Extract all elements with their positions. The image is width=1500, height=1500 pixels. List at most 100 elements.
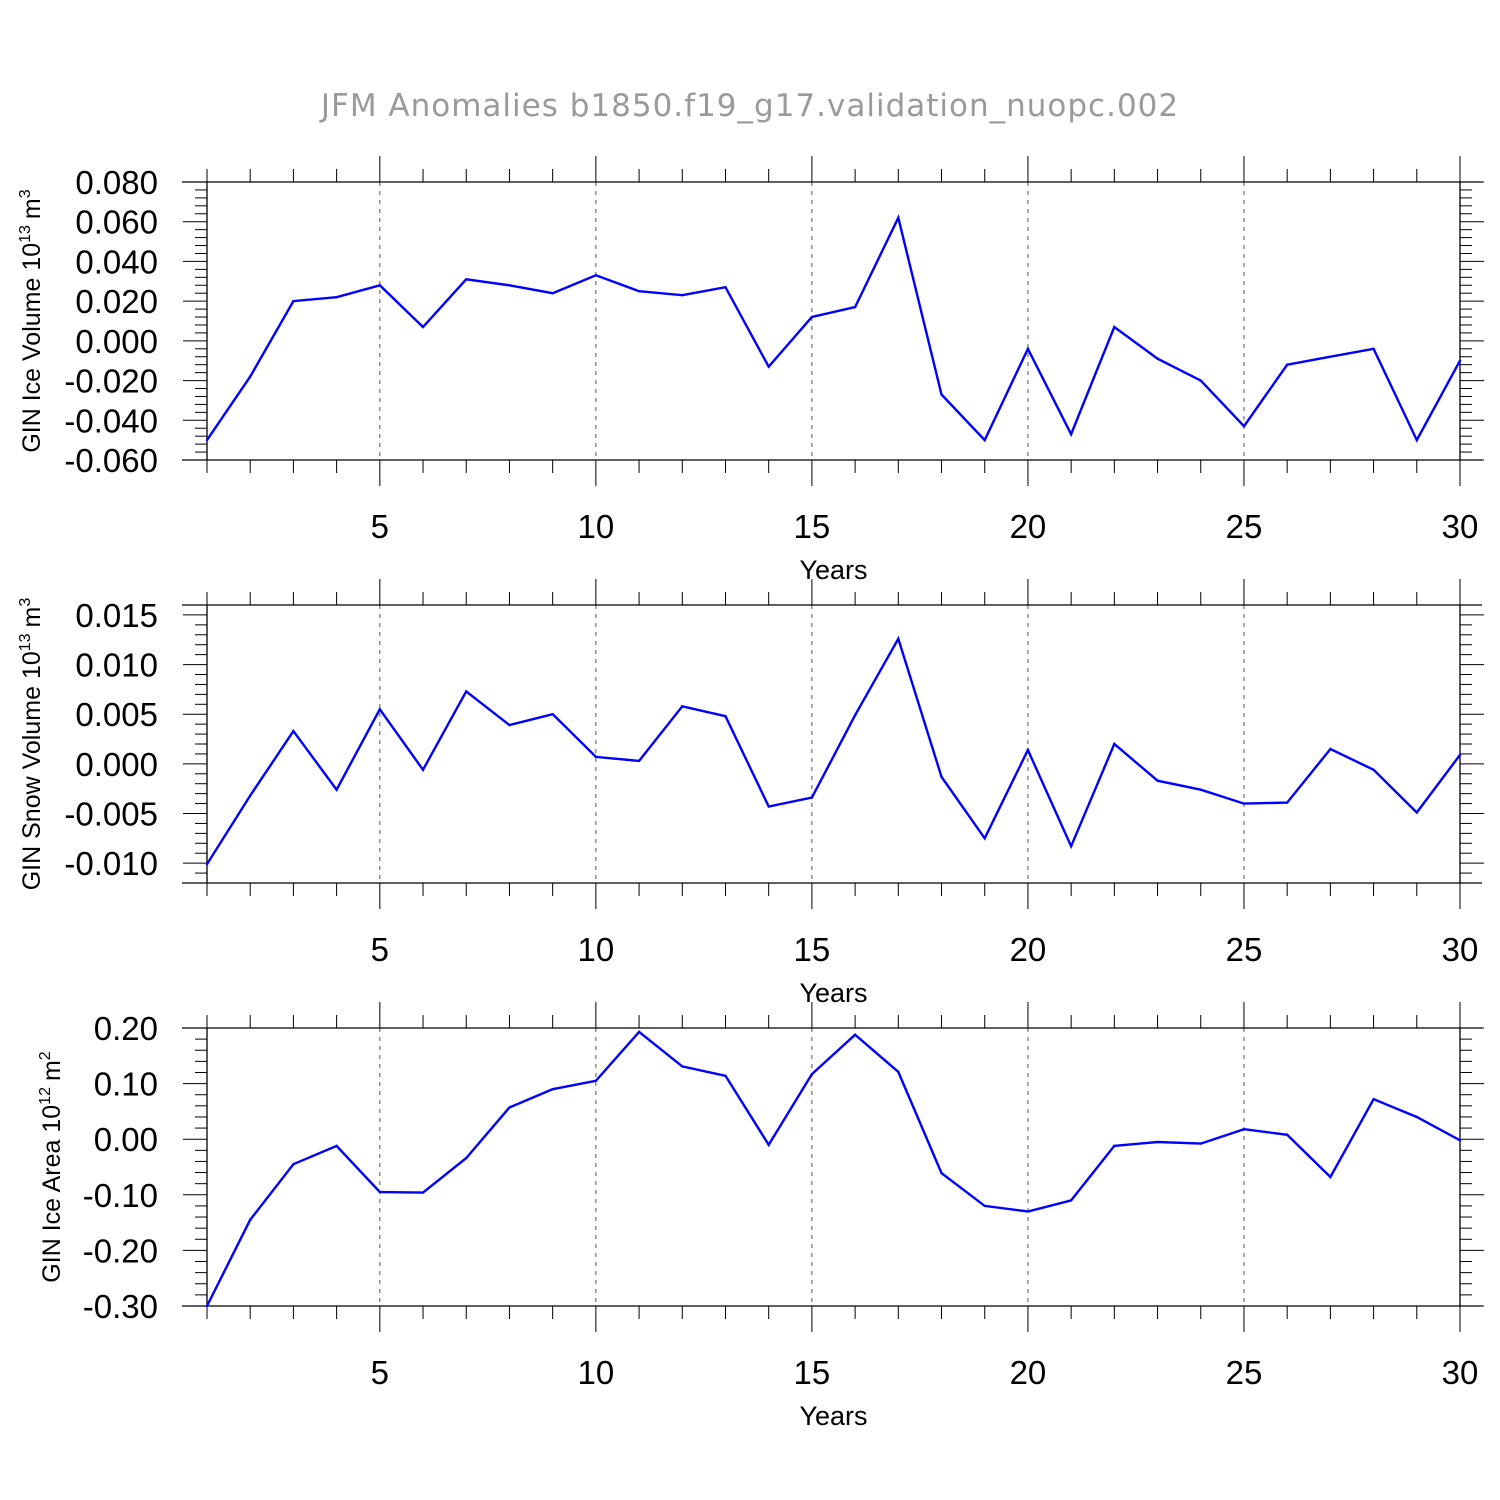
y-axis-title-unit-exponent: 2 bbox=[37, 1051, 54, 1060]
y-axis-title-exponent: 13 bbox=[17, 633, 34, 651]
data-point bbox=[465, 278, 468, 281]
data-point bbox=[465, 690, 468, 693]
data-point bbox=[594, 1079, 598, 1083]
y-tick-label: -0.20 bbox=[83, 1232, 158, 1269]
data-point bbox=[508, 1106, 511, 1109]
data-point bbox=[637, 290, 641, 293]
data-point bbox=[1026, 347, 1030, 350]
data-point bbox=[1372, 347, 1375, 350]
series-line bbox=[206, 214, 1462, 443]
data-point bbox=[594, 274, 598, 277]
y-tick-label: 0.020 bbox=[75, 283, 158, 320]
data-point bbox=[292, 1163, 295, 1166]
data-point bbox=[1415, 438, 1418, 442]
y-axis-title: GIN Ice Area 1012 m2 bbox=[37, 1051, 66, 1283]
data-point bbox=[1415, 1115, 1418, 1119]
x-tick-label: 20 bbox=[1010, 1354, 1047, 1391]
data-point bbox=[1113, 325, 1116, 329]
y-axis-title: GIN Ice Volume 1013 m3 bbox=[17, 189, 46, 452]
data-point bbox=[1026, 1210, 1030, 1213]
y-tick-label: 0.010 bbox=[75, 647, 158, 684]
data-point bbox=[897, 1070, 900, 1074]
data-point bbox=[1242, 425, 1246, 428]
data-point bbox=[335, 1144, 338, 1148]
x-axis-title: Years bbox=[799, 1401, 867, 1431]
data-point bbox=[853, 714, 857, 717]
data-point bbox=[1113, 1144, 1116, 1148]
data-point bbox=[1069, 432, 1073, 436]
x-tick-label: 5 bbox=[371, 508, 389, 545]
data-point bbox=[1199, 379, 1202, 382]
y-axis-title-exponent: 13 bbox=[17, 225, 34, 243]
data-point bbox=[1156, 357, 1159, 360]
data-point bbox=[897, 637, 900, 640]
data-point bbox=[681, 293, 684, 297]
x-tick-label: 20 bbox=[1010, 508, 1047, 545]
y-tick-label: 0.000 bbox=[75, 746, 158, 783]
series-line bbox=[205, 1030, 1461, 1307]
data-point bbox=[983, 438, 986, 442]
data-point bbox=[1458, 1139, 1462, 1142]
data-point bbox=[767, 805, 770, 808]
data-point bbox=[551, 1087, 554, 1091]
data-point bbox=[421, 325, 425, 329]
y-tick-label: -0.060 bbox=[64, 442, 158, 479]
data-point bbox=[767, 365, 770, 368]
data-point bbox=[983, 1204, 986, 1208]
y-tick-label: 0.10 bbox=[94, 1066, 158, 1103]
x-tick-label: 30 bbox=[1442, 508, 1479, 545]
x-tick-label: 15 bbox=[794, 508, 831, 545]
data-point bbox=[1242, 1127, 1246, 1131]
x-tick-label: 15 bbox=[794, 931, 831, 968]
x-axis-title: Years bbox=[799, 978, 867, 1008]
data-point bbox=[1458, 359, 1462, 362]
data-point bbox=[378, 1190, 382, 1194]
data-point bbox=[940, 393, 943, 396]
data-point bbox=[1156, 779, 1159, 782]
x-tick-label: 30 bbox=[1442, 931, 1479, 968]
data-point bbox=[1242, 802, 1246, 805]
data-point bbox=[1285, 801, 1289, 804]
data-point bbox=[1372, 768, 1375, 772]
data-point bbox=[249, 794, 252, 797]
x-tick-label: 20 bbox=[1010, 931, 1047, 968]
x-tick-label: 25 bbox=[1226, 508, 1263, 545]
data-point bbox=[551, 713, 554, 716]
data-point bbox=[1199, 1142, 1202, 1145]
y-axis-title-unit: m bbox=[38, 1060, 66, 1081]
x-tick-label: 5 bbox=[371, 1354, 389, 1391]
data-point bbox=[551, 292, 554, 295]
y-tick-label: -0.020 bbox=[64, 363, 158, 400]
data-point bbox=[421, 768, 425, 772]
y-axis-title-text: GIN Snow Volume 10 bbox=[18, 651, 46, 890]
data-point bbox=[1285, 363, 1289, 366]
y-tick-label: 0.040 bbox=[75, 243, 158, 280]
x-axis-title: Years bbox=[799, 555, 867, 585]
y-tick-label: 0.005 bbox=[75, 696, 158, 733]
y-tick-label: -0.30 bbox=[83, 1288, 158, 1325]
y-tick-label: 0.00 bbox=[94, 1121, 158, 1158]
y-tick-label: 0.080 bbox=[75, 164, 158, 201]
data-point bbox=[335, 295, 338, 299]
x-tick-label: 10 bbox=[578, 1354, 615, 1391]
data-point bbox=[465, 1156, 468, 1160]
data-point bbox=[853, 305, 857, 309]
x-tick-label: 25 bbox=[1226, 1354, 1263, 1391]
x-tick-label: 10 bbox=[578, 931, 615, 968]
y-tick-label: 0.000 bbox=[75, 323, 158, 360]
data-point bbox=[637, 759, 641, 763]
data-point bbox=[378, 708, 382, 711]
data-point bbox=[1069, 1199, 1073, 1202]
data-point bbox=[681, 1065, 684, 1068]
y-axis-title-unit: m bbox=[18, 198, 46, 219]
data-point bbox=[724, 1074, 727, 1078]
data-point bbox=[983, 837, 986, 840]
data-point bbox=[1329, 355, 1332, 358]
chart-title: JFM Anomalies b1850.f19_g17.validation_n… bbox=[320, 88, 1180, 124]
data-point bbox=[378, 284, 382, 287]
data-point bbox=[1285, 1133, 1289, 1136]
data-point bbox=[205, 1304, 209, 1308]
data-point bbox=[594, 755, 598, 759]
x-tick-label: 30 bbox=[1442, 1354, 1479, 1391]
